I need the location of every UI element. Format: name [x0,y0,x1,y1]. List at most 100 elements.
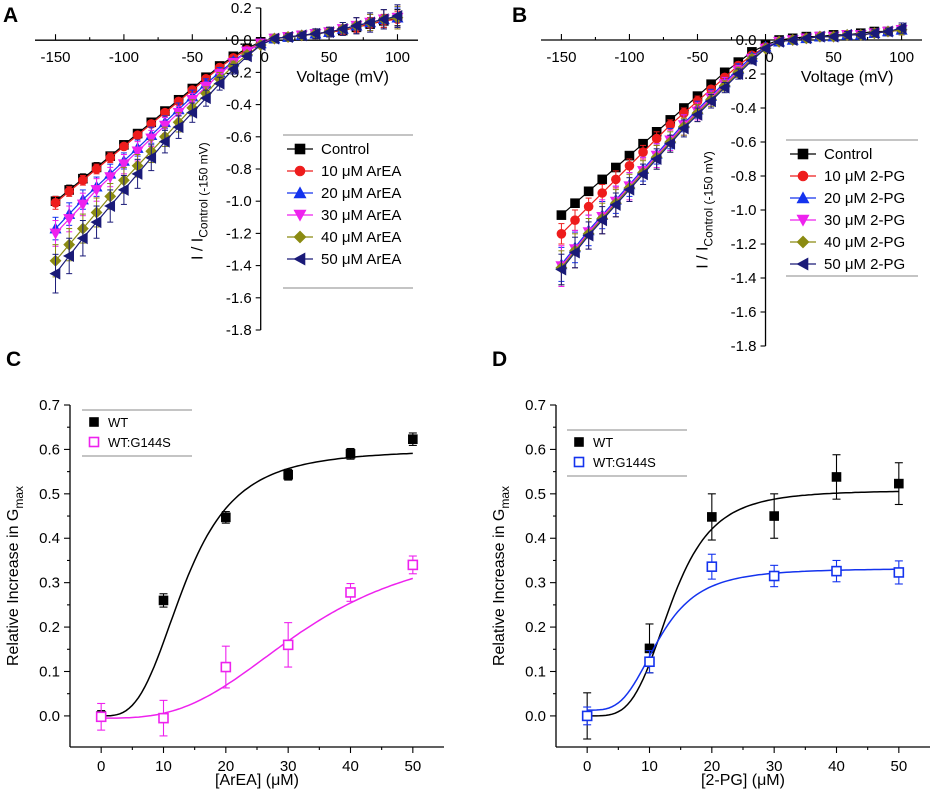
x-axis-label-post: ) [780,772,785,789]
data-point [786,33,798,47]
series-0 [96,432,418,722]
data-point [568,246,580,259]
y-tick-label: 0.0 [525,708,546,725]
data-point [704,95,716,108]
x-tick-label: -50 [181,49,203,66]
legend-label: 40 μM ArEA [321,229,401,246]
y-tick-label: 0.0 [736,32,757,49]
data-point [345,449,356,459]
data-point [854,28,866,41]
legend: WT WT:G144S [82,409,192,457]
data-point [221,512,231,523]
x-tick-label: 100 [385,49,410,66]
y-axis-label-main: Relative Increase in G [491,509,508,666]
data-point [895,22,907,35]
data-point [364,16,375,29]
data-point [609,198,621,211]
x-axis-label-pre: [2-PG] ( [701,772,758,789]
x-axis-label: Voltage (mV) [801,69,893,86]
data-point [350,19,362,32]
data-point [597,174,608,185]
data-point [90,185,103,197]
legend-label: 20 μM 2-PG [824,190,905,207]
data-point [582,229,594,242]
y-tick-label: 0.2 [231,0,252,17]
x-tick-label: 40 [342,758,359,775]
legend-label: Control [824,146,872,163]
x-tick-label: 0 [583,758,591,775]
legend-label: Control [321,141,369,158]
x-axis-label: [2-PG] (μM) [701,772,785,789]
data-point [132,130,143,140]
data-point [49,228,62,240]
data-point [596,214,608,227]
data-point [119,141,129,152]
data-point [158,712,169,724]
data-point [78,175,88,186]
data-point [50,198,61,208]
data-point [95,711,107,723]
y-tick-label: 0.7 [39,397,60,414]
x-tick-label: -150 [41,49,71,66]
x-tick-label: 20 [703,758,720,775]
panel-a: A-150 -100 -50 0 50 1000.20.0-0.2-0.4-0.6-0.8… [3,0,418,339]
x-tick-label: 20 [217,758,234,775]
x-tick-label: 40 [828,758,845,775]
legend-marker [294,165,306,177]
data-point [881,25,893,38]
y-tick-label: 0.2 [39,619,60,636]
data-point [336,22,348,35]
fit-curve [101,577,414,719]
data-point [638,147,648,157]
legend-label: 30 μM ArEA [321,207,401,224]
x-axis-label: [ArEA] (μM) [215,772,299,789]
data-point [117,159,130,171]
data-point [322,26,334,39]
data-point [831,565,842,577]
data-point [117,183,129,196]
x-axis-label-pre: [ArEA] ( [215,772,272,789]
legend-marker [796,191,810,204]
data-point [91,164,102,174]
data-point [240,50,252,63]
data-point [623,183,635,196]
x-tick-label: 10 [155,758,172,775]
data-point [220,661,232,673]
fit-curve [101,452,413,717]
data-point [664,137,676,150]
data-point [677,122,689,135]
x-tick-label: 10 [641,758,658,775]
data-point [158,595,169,606]
y-tick-label: -1.4 [226,258,252,275]
data-point [76,199,89,211]
y-tick-label: 0.7 [525,397,546,414]
data-point [131,167,143,180]
y-axis-label-sub: max [12,486,26,509]
panel-letter: B [512,4,527,27]
legend-label: WT:G144S [108,435,171,450]
data-point [769,511,779,521]
legend-marker [797,170,809,182]
y-axis-label: I / IControl (-150 mV) [190,142,211,260]
legend-marker [293,209,307,222]
legend-label: 40 μM 2-PG [824,234,905,251]
fit-curve [587,568,899,711]
data-point [408,434,418,445]
legend-marker [89,417,99,427]
data-point [172,121,184,134]
legend-marker [796,235,810,249]
data-point [813,30,825,43]
data-point [651,133,662,144]
y-axis-label-sub: Control (-150 mV) [197,142,211,237]
data-point [611,174,621,185]
y-tick-label: -1.0 [226,193,252,210]
series-1 [581,553,905,726]
y-tick-label: 0.3 [525,575,546,592]
y-tick-label: -1.6 [731,304,757,321]
data-point [718,81,730,94]
data-point [644,656,655,668]
y-axis-label: I / IControl (-150 mV) [695,151,716,269]
data-point [583,201,594,212]
x-tick-label: -100 [614,49,644,66]
